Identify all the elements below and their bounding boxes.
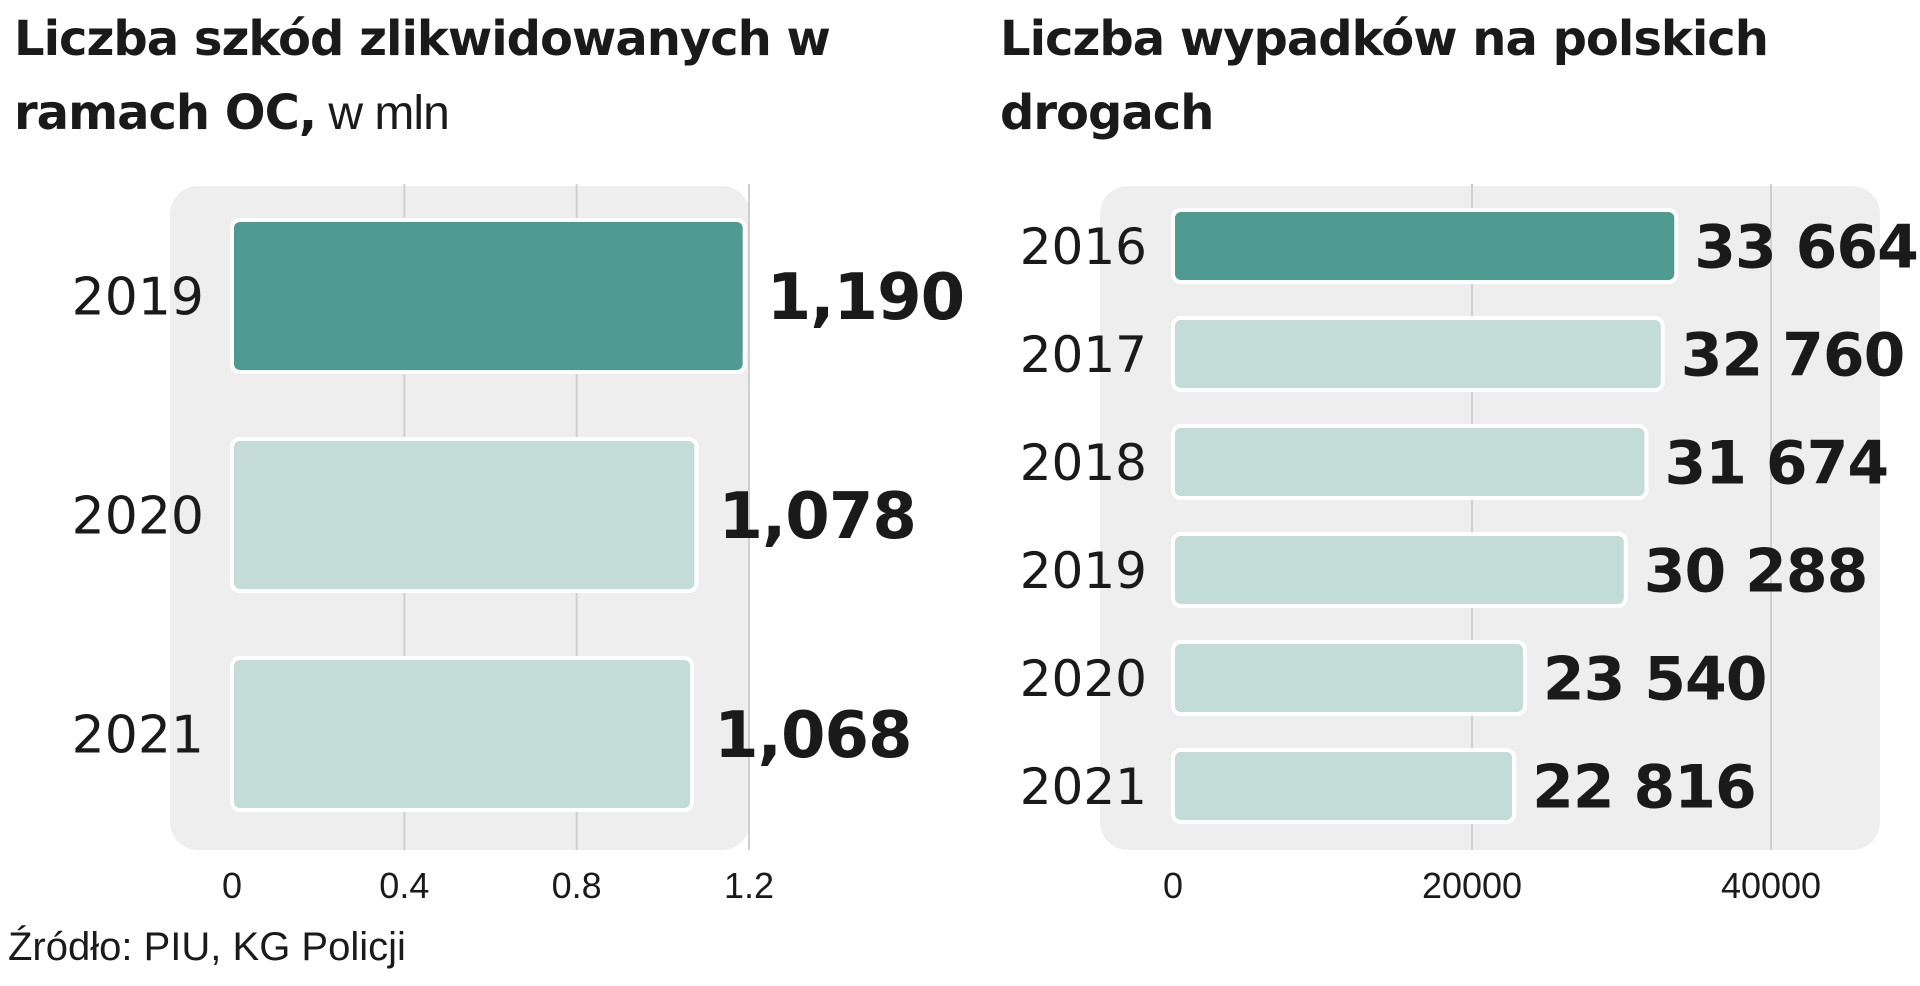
left-bar-2021 — [230, 656, 695, 812]
right-bar-2021 — [1171, 748, 1517, 824]
left-bar-2020 — [230, 437, 699, 593]
right-x-tick-label: 0 — [1163, 865, 1183, 906]
right-value-label-2017: 32 760 — [1681, 321, 1905, 391]
right-x-tick-label: 40000 — [1721, 865, 1821, 906]
right-category-label-2020: 2020 — [1020, 650, 1147, 708]
left-category-label-2019: 2019 — [72, 268, 204, 328]
right-category-label-2018: 2018 — [1020, 434, 1147, 492]
right-category-label-2021: 2021 — [1020, 758, 1147, 816]
chart-title-left-unit: w mln — [316, 87, 449, 140]
left-x-tick-label: 0.8 — [552, 865, 602, 906]
right-x-tick-label: 20000 — [1422, 865, 1522, 906]
right-value-label-2021: 22 816 — [1532, 753, 1756, 823]
chart-title-right-main: Liczba wypadków na polskich drogach — [1000, 11, 1769, 141]
right-bar-2019 — [1171, 532, 1628, 608]
right-bar-2018 — [1171, 424, 1649, 500]
chart-title-left-main: Liczba szkód zlikwidowanych w ramach OC, — [14, 11, 831, 141]
right-value-label-2016: 33 664 — [1694, 213, 1918, 283]
source-note: Źródło: PIU, KG Policji — [8, 925, 406, 969]
left-x-tick-label: 0 — [222, 865, 242, 906]
right-bar-2016 — [1171, 208, 1679, 284]
right-category-label-2019: 2019 — [1020, 542, 1147, 600]
left-value-label-2019: 1,190 — [767, 261, 964, 335]
right-category-label-2016: 2016 — [1020, 218, 1147, 276]
bar-chart-oc-claims: 2019 1,190 2020 1,078 2021 1,068 0 0.4 0.8 1.2 — [72, 184, 965, 906]
right-category-label-2017: 2017 — [1020, 326, 1147, 384]
left-value-label-2021: 1,068 — [714, 699, 911, 773]
left-category-label-2021: 2021 — [72, 706, 204, 766]
left-bar-2019 — [230, 218, 747, 374]
right-bar-2020 — [1171, 640, 1527, 716]
chart-title-left: Liczba szkód zlikwidowanych w ramach OC,… — [14, 2, 974, 151]
right-value-label-2018: 31 674 — [1665, 429, 1889, 499]
bar-chart-road-accidents: 2016 33 664 2017 32 760 2018 31 674 2019 30 288… — [1020, 184, 1919, 906]
right-value-label-2020: 23 540 — [1543, 645, 1767, 715]
chart-title-right: Liczba wypadków na polskich drogach — [1000, 2, 1900, 151]
left-x-tick-label: 1.2 — [724, 865, 774, 906]
left-value-label-2020: 1,078 — [718, 480, 915, 554]
right-value-label-2019: 30 288 — [1644, 537, 1868, 607]
left-x-tick-label: 0.4 — [379, 865, 429, 906]
left-category-label-2020: 2020 — [72, 487, 204, 547]
right-bar-2017 — [1171, 316, 1665, 392]
